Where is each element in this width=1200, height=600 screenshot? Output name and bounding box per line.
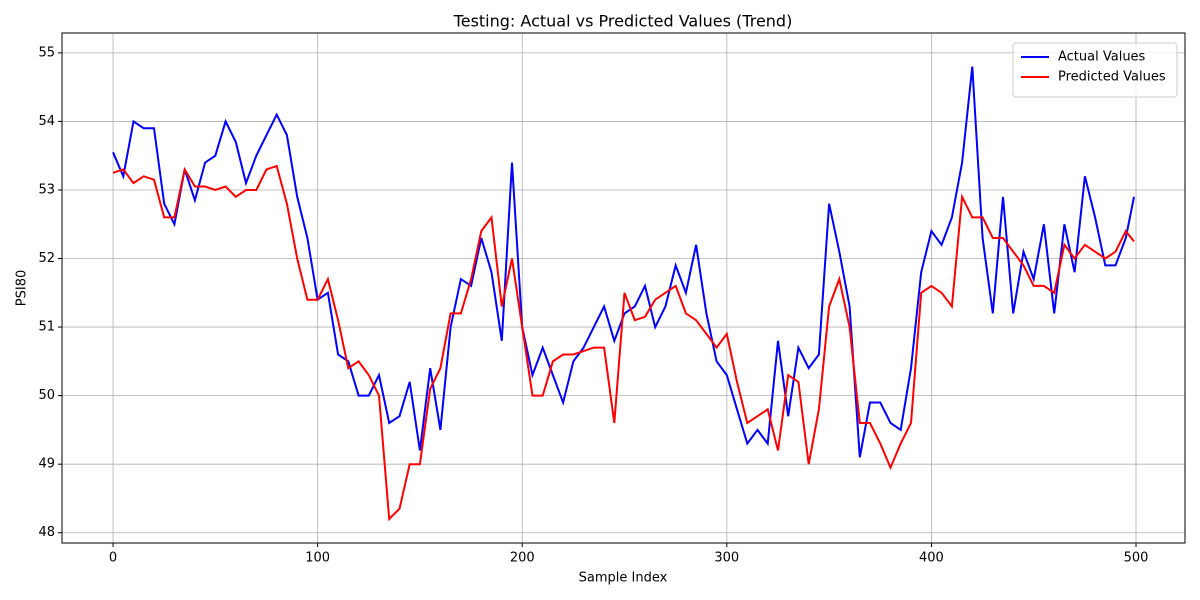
x-tick-label: 100 [305, 551, 330, 566]
data-line [112, 66, 1135, 458]
legend: Actual Values Predicted Values [1012, 42, 1178, 98]
y-tick-label: 54 [38, 114, 55, 129]
legend-label: Predicted Values [1058, 70, 1166, 85]
x-axis-label: Sample Index [579, 571, 668, 586]
data-line [112, 164, 1135, 522]
y-axis-label: PSI80 [15, 270, 30, 306]
x-tick-label: 0 [109, 551, 117, 566]
x-tick-label: 300 [714, 551, 739, 566]
x-tick-label: 200 [510, 551, 535, 566]
chart-title: Testing: Actual vs Predicted Values (Tre… [453, 12, 793, 31]
legend-label: Actual Values [1058, 50, 1146, 65]
y-tick-label: 55 [38, 45, 55, 60]
y-tick-label: 52 [38, 251, 55, 266]
y-tick-label: 48 [38, 525, 55, 540]
y-tick-label: 51 [38, 320, 55, 335]
plot-frame [61, 32, 1186, 544]
x-tick-label: 400 [919, 551, 944, 566]
y-tick-label: 49 [38, 457, 55, 472]
y-tick-label: 53 [38, 182, 55, 197]
x-tick-label: 500 [1124, 551, 1149, 566]
legend-box [1012, 42, 1178, 98]
y-tick-label: 50 [38, 388, 55, 403]
